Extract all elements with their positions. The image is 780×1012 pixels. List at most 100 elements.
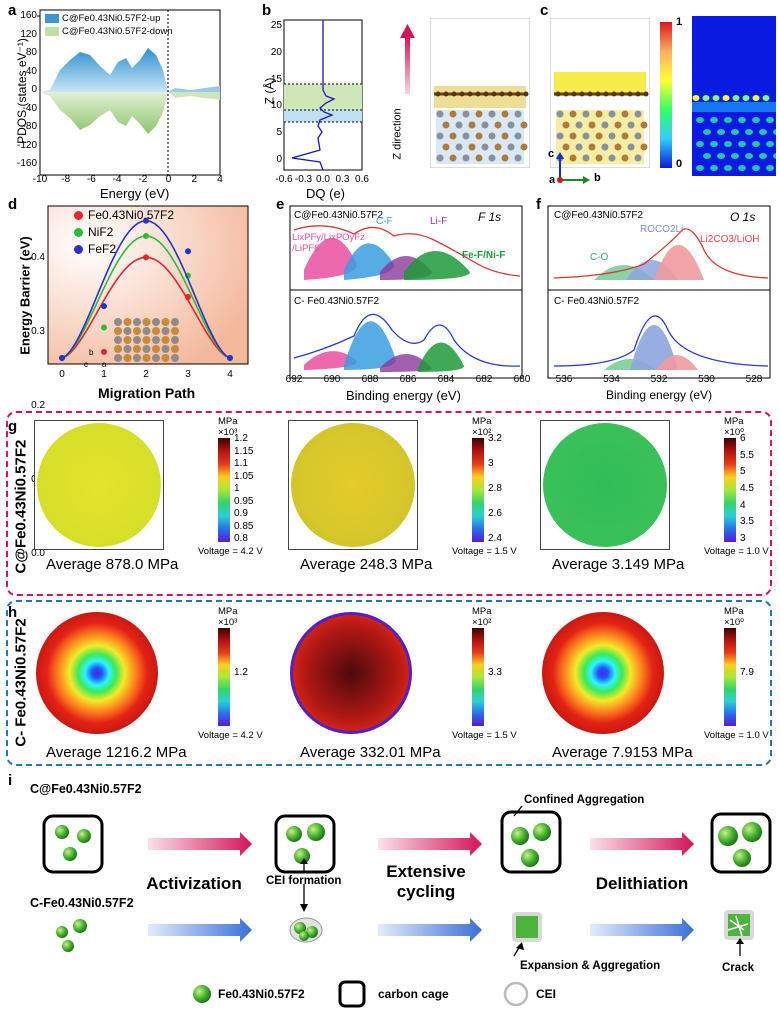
label-confined-aggregation: Confined Aggregation	[524, 794, 645, 806]
x-tick: -2	[138, 174, 148, 185]
x-tick: 682	[475, 374, 493, 385]
panel-b-yticks: 25 20 15 10 5 0	[262, 0, 284, 180]
panel-f-top-sample: C@Fe0.43Ni0.57F2	[554, 210, 644, 221]
x-tick: 686	[399, 374, 417, 385]
stress-disc	[542, 612, 664, 734]
panel-c-scale-min: 0	[676, 158, 683, 170]
legend-dot	[74, 228, 83, 237]
colorbar-tick: 3	[740, 533, 746, 544]
legend-dot	[74, 211, 83, 220]
x-tick: 0.3	[335, 174, 350, 185]
colorbar-multiplier: ×10³	[218, 617, 238, 628]
panel-i-top-title: C@Fe0.43Ni0.57F2	[30, 782, 142, 796]
x-tick: 1	[101, 369, 107, 380]
panel-f-peak2: C-O	[590, 252, 609, 263]
average-stress: Average 878.0 MPa	[46, 556, 179, 573]
y-tick: -120	[16, 139, 37, 151]
stress-colorbar	[472, 438, 484, 542]
x-tick: 532	[650, 374, 668, 385]
colorbar-unit: MPa	[218, 416, 238, 427]
colorbar-tick: 0.85	[234, 520, 254, 532]
panel-f-xps-chart	[547, 205, 771, 379]
colorbar-tick: 1.15	[234, 445, 254, 457]
y-tick: -80	[22, 121, 37, 132]
colorbar-tick: 7.9	[740, 667, 754, 679]
y-tick: 0	[31, 84, 37, 95]
voltage-label: Voltage = 1.5 V	[452, 730, 517, 741]
legend-dot	[74, 245, 83, 254]
x-tick: 684	[437, 374, 455, 385]
average-stress: Average 332.01 MPa	[300, 744, 441, 761]
colorbar-tick: 3.2	[488, 433, 502, 444]
y-tick: -40	[22, 102, 37, 114]
colorbar-multiplier: ×10⁰	[724, 617, 744, 628]
colorbar-unit: MPa	[472, 416, 492, 427]
stress-colorbar	[218, 438, 230, 542]
panel-g-side-label: C@Fe0.43Ni0.57F2	[12, 439, 30, 574]
average-stress: Average 248.3 MPa	[300, 556, 433, 573]
panel-i-schematic	[42, 805, 772, 1008]
x-tick: -10	[32, 174, 48, 185]
panel-d-axis-c: c	[84, 360, 88, 369]
colorbar-tick: 0.9	[234, 508, 248, 519]
stress-disc	[291, 423, 415, 547]
x-tick: 680	[513, 374, 531, 385]
colorbar-multiplier: ×10⁰	[724, 427, 744, 438]
x-tick: 0	[165, 174, 172, 185]
legend-entry: FeF2	[88, 242, 117, 256]
colorbar-tick: 4.5	[740, 483, 754, 494]
y-tick: 25	[270, 20, 282, 31]
x-tick: 4	[217, 174, 223, 185]
y-tick: 5	[276, 127, 282, 139]
y-tick: 0.0	[31, 548, 45, 559]
voltage-label: Voltage = 4.2 V	[198, 730, 263, 741]
panel-c-axis-c: c	[548, 148, 555, 160]
y-tick: 15	[270, 73, 282, 85]
panel-a-label: a	[8, 2, 17, 19]
stress-disc	[543, 423, 667, 547]
x-tick: 534	[603, 374, 620, 385]
panel-c-scale-max: 1	[676, 16, 683, 28]
x-tick: 2	[191, 174, 198, 185]
panel-e-peak2: C-F	[376, 216, 393, 227]
colorbar-tick: 5.5	[740, 449, 754, 461]
barrier-point	[185, 248, 191, 255]
panel-h-label: h	[8, 604, 18, 621]
panel-e-label: e	[276, 196, 285, 213]
label-crack: Crack	[722, 962, 754, 974]
panel-b-xlabel: DQ (e)	[306, 186, 345, 201]
colorbar-unit: MPa	[724, 606, 744, 617]
colorbar-tick: 1.1	[234, 458, 248, 469]
voltage-label: Voltage = 1.0 V	[704, 730, 769, 741]
panel-e-xps-chart	[289, 205, 523, 379]
y-tick: 40	[25, 65, 37, 77]
x-tick: 530	[698, 374, 715, 385]
x-tick: 2	[143, 369, 149, 380]
colorbar-tick: 1.2	[234, 667, 248, 679]
panel-c-axes-icon	[556, 152, 590, 184]
x-tick: 4	[227, 369, 233, 380]
x-tick: 3	[185, 369, 191, 380]
colorbar-tick: 0.8	[234, 533, 248, 544]
legend-entry: NiF2	[88, 225, 114, 239]
panel-d-yticks: 0.40.30.20.10.0	[0, 196, 48, 559]
panel-b-charge-chart	[283, 19, 363, 171]
y-tick: 120	[20, 28, 37, 40]
panel-i-bottom-title: C-Fe0.43Ni0.57F2	[30, 896, 134, 910]
panel-a-xlabel: Energy (eV)	[100, 186, 170, 201]
panel-c-label: c	[540, 2, 549, 19]
step-activization: Activization	[146, 874, 242, 893]
stress-map	[540, 610, 666, 736]
barrier-point	[185, 294, 191, 300]
panel-d-xticks: 0 1 2 3 4	[0, 369, 262, 383]
panel-f-title: O 1s	[730, 210, 756, 224]
step-extensive-cycling: Extensive cycling	[386, 862, 466, 901]
label-expansion-aggregation: Expansion & Aggregation	[520, 960, 661, 972]
colorbar-tick: 2.8	[488, 483, 502, 494]
colorbar-tick: 5	[740, 466, 746, 478]
label-cei-formation: CEI formation	[266, 875, 342, 887]
panel-i-label: i	[8, 772, 13, 789]
colorbar-tick: 6	[740, 433, 746, 444]
panel-h-frame	[6, 600, 772, 766]
x-tick: -6	[86, 174, 96, 185]
